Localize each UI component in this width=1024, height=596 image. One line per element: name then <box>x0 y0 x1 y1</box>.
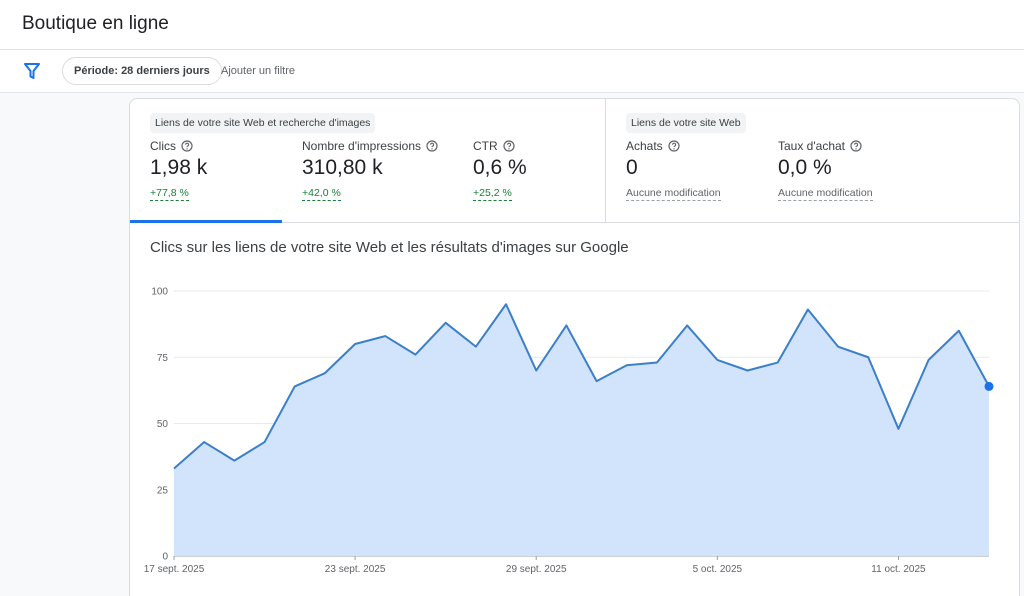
metric-change: +77,8 % <box>150 187 189 201</box>
metric-clicks[interactable]: Clics 1,98 k +77,8 % <box>150 139 207 201</box>
help-icon[interactable] <box>181 140 193 152</box>
metrics-panel: Liens de votre site Web et recherche d'i… <box>130 99 1019 223</box>
metric-group-search: Liens de votre site Web et recherche d'i… <box>130 99 605 223</box>
line-chart: 0 25 50 75 100 17 sept. 2025 23 sept. 2025 29 s… <box>144 287 994 575</box>
help-icon[interactable] <box>850 140 862 152</box>
metric-change: Aucune modification <box>778 187 873 201</box>
x-tick-label: 29 sept. 2025 <box>506 564 567 575</box>
data-point-last <box>984 381 994 391</box>
metric-label: Clics <box>150 139 207 153</box>
metric-label-text: Taux d'achat <box>778 139 846 153</box>
metric-change: +42,0 % <box>302 187 341 201</box>
metric-label: Taux d'achat <box>778 139 873 153</box>
metric-change: Aucune modification <box>626 187 721 201</box>
y-tick-label: 25 <box>157 485 169 496</box>
performance-card: Liens de votre site Web et recherche d'i… <box>129 98 1020 596</box>
x-tick-label: 23 sept. 2025 <box>325 564 386 575</box>
app-header: Boutique en ligne <box>0 0 1024 50</box>
help-icon[interactable] <box>668 140 680 152</box>
help-icon[interactable] <box>426 140 438 152</box>
x-tick-label: 17 sept. 2025 <box>144 564 205 575</box>
metric-value: 0,0 % <box>778 156 832 179</box>
page-title: Boutique en ligne <box>22 13 169 34</box>
x-tick-label: 11 oct. 2025 <box>871 564 926 575</box>
y-tick-label: 0 <box>162 552 168 563</box>
series-line <box>173 303 990 470</box>
metric-value: 0 <box>626 156 638 179</box>
metric-value: 1,98 k <box>150 156 208 179</box>
filter-bar: Période: 28 derniers jours Ajouter un fi… <box>0 50 1024 93</box>
area-fill <box>174 304 989 556</box>
metric-value: 310,80 k <box>302 156 383 179</box>
metric-ctr[interactable]: CTR 0,6 % +25,2 % <box>473 139 527 201</box>
metric-purchase-rate[interactable]: Taux d'achat 0,0 % Aucune modification <box>778 139 873 201</box>
metric-impressions[interactable]: Nombre d'impressions 310,80 k +42,0 % <box>302 139 438 201</box>
add-filter-link[interactable]: Ajouter un filtre <box>221 65 295 77</box>
metric-label-text: Nombre d'impressions <box>302 139 421 153</box>
metric-group-site: Liens de votre site Web Achats 0 Aucune … <box>605 99 1019 223</box>
y-tick-label: 100 <box>151 287 168 298</box>
active-tab-indicator <box>130 220 282 223</box>
metric-label-text: CTR <box>473 139 498 153</box>
group-label-site: Liens de votre site Web <box>626 113 746 133</box>
x-tick-label: 5 oct. 2025 <box>693 564 743 575</box>
chart-title: Clics sur les liens de votre site Web et… <box>150 239 629 256</box>
y-tick-label: 75 <box>157 353 169 364</box>
metric-label: CTR <box>473 139 527 153</box>
metric-value: 0,6 % <box>473 156 527 179</box>
filter-icon[interactable] <box>24 62 40 80</box>
metric-label: Nombre d'impressions <box>302 139 438 153</box>
period-chip[interactable]: Période: 28 derniers jours <box>62 57 222 85</box>
metric-purchases[interactable]: Achats 0 Aucune modification <box>626 139 721 201</box>
y-tick-label: 50 <box>157 419 169 430</box>
help-icon[interactable] <box>503 140 515 152</box>
metric-change: +25,2 % <box>473 187 512 201</box>
metric-label-text: Achats <box>626 139 663 153</box>
group-label-search: Liens de votre site Web et recherche d'i… <box>150 113 376 133</box>
metric-label-text: Clics <box>150 139 176 153</box>
metric-label: Achats <box>626 139 721 153</box>
